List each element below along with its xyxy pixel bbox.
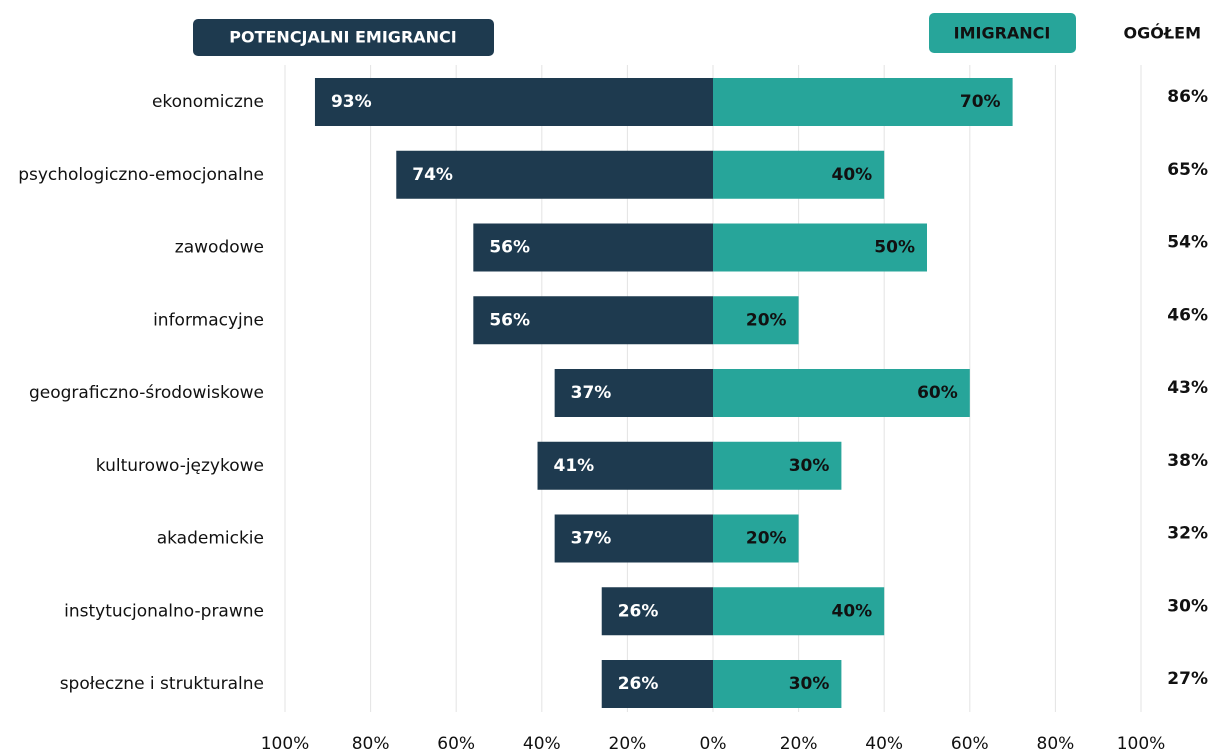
- value-label: 26%: [618, 674, 659, 694]
- bar: [713, 514, 799, 563]
- x-tick-label: 20%: [780, 734, 818, 753]
- value-label: 40%: [831, 165, 872, 185]
- bar: [713, 369, 970, 417]
- value-label: 37%: [571, 529, 612, 549]
- value-label: 30%: [789, 456, 830, 476]
- total-header: OGÓŁEM: [1124, 24, 1201, 43]
- bar: [713, 150, 885, 199]
- value-label: 56%: [489, 310, 530, 330]
- value-label: 40%: [831, 601, 872, 621]
- value-label: 41%: [554, 456, 595, 476]
- value-label: 50%: [874, 238, 915, 258]
- total-label: 27%: [1167, 669, 1208, 689]
- category-label: kulturowo-językowe: [96, 456, 264, 476]
- value-label: 30%: [789, 674, 830, 694]
- value-label: 37%: [571, 383, 612, 403]
- total-label: 32%: [1167, 524, 1208, 544]
- total-label: 65%: [1167, 160, 1208, 180]
- bar: [601, 587, 713, 636]
- x-tick-label: 80%: [352, 734, 390, 753]
- x-tick-label: 0%: [700, 734, 727, 753]
- bar: [713, 223, 927, 272]
- value-label: 20%: [746, 310, 787, 330]
- bar: [537, 441, 713, 490]
- legend-label: IMIGRANCI: [954, 24, 1051, 43]
- x-tick-label: 100%: [1117, 734, 1166, 753]
- value-label: 56%: [489, 238, 530, 258]
- total-label: 30%: [1167, 596, 1208, 616]
- bar: [396, 150, 713, 199]
- total-label: 86%: [1167, 87, 1208, 107]
- total-label: 38%: [1167, 451, 1208, 471]
- x-tick-label: 40%: [523, 734, 561, 753]
- bar: [314, 78, 713, 126]
- bar: [473, 223, 713, 272]
- bar: [713, 441, 842, 490]
- x-tick-label: 40%: [865, 734, 903, 753]
- category-label: społeczne i strukturalne: [60, 674, 264, 694]
- value-label: 60%: [917, 383, 958, 403]
- bar: [473, 296, 713, 345]
- category-label: ekonomiczne: [152, 92, 264, 112]
- bar: [601, 660, 713, 708]
- category-label: instytucjonalno-prawne: [64, 601, 264, 621]
- legend-box: [193, 19, 494, 56]
- total-label: 46%: [1167, 305, 1208, 325]
- category-label: geograficzno-środowiskowe: [29, 383, 264, 403]
- bar: [713, 660, 842, 708]
- category-label: psychologiczno-emocjonalne: [18, 165, 264, 185]
- total-label: 54%: [1167, 233, 1208, 253]
- total-label: 43%: [1167, 378, 1208, 398]
- x-tick-label: 60%: [951, 734, 989, 753]
- x-tick-label: 60%: [437, 734, 475, 753]
- x-tick-label: 100%: [261, 734, 310, 753]
- value-label: 20%: [746, 529, 787, 549]
- value-label: 93%: [331, 92, 372, 112]
- value-label: 26%: [618, 601, 659, 621]
- bar: [554, 514, 713, 563]
- x-tick-label: 20%: [609, 734, 647, 753]
- value-label: 74%: [412, 165, 453, 185]
- bar: [713, 296, 799, 345]
- bar: [554, 369, 713, 417]
- bar: [713, 587, 885, 636]
- legend-label: POTENCJALNI EMIGRANCI: [229, 28, 456, 47]
- category-label: zawodowe: [175, 238, 264, 258]
- category-label: akademickie: [157, 529, 264, 549]
- legend-box: [929, 13, 1076, 53]
- bar: [713, 78, 1013, 126]
- value-label: 70%: [960, 92, 1001, 112]
- category-label: informacyjne: [153, 310, 264, 330]
- x-tick-label: 80%: [1037, 734, 1075, 753]
